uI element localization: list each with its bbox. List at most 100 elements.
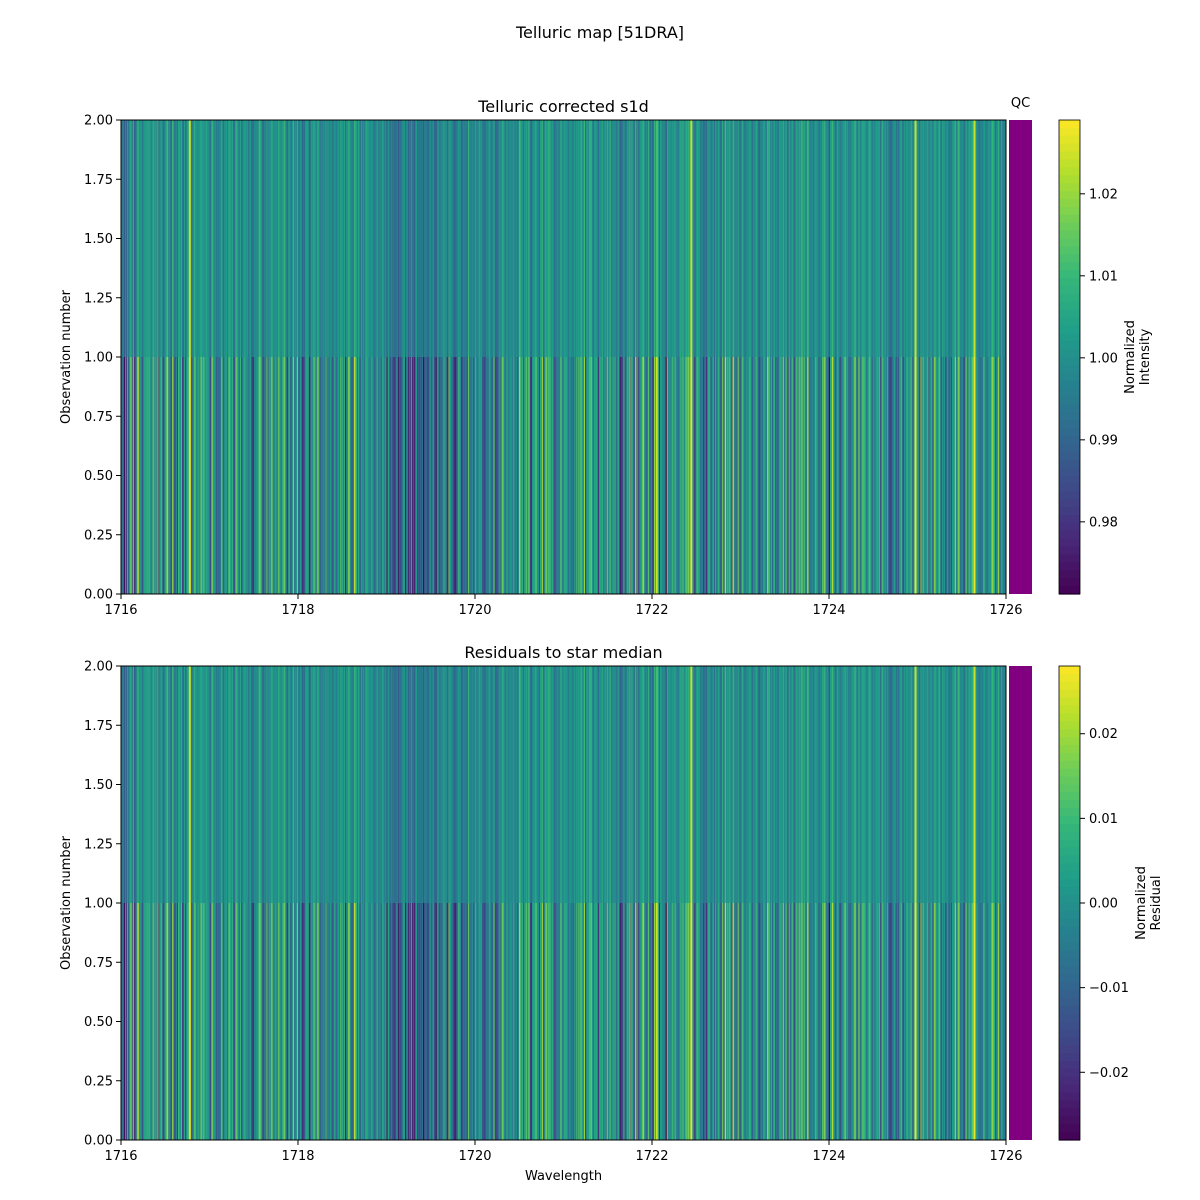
heatmap-cell (418, 666, 421, 903)
heatmap-cell (780, 120, 783, 357)
heatmap-cell (393, 666, 395, 903)
heatmap-cell (625, 903, 627, 1140)
heatmap-cell (694, 903, 696, 1140)
heatmap-cell (850, 357, 852, 594)
heatmap-cell (224, 666, 226, 903)
heatmap-cell (516, 357, 518, 594)
heatmap-cell (468, 120, 470, 357)
colorbar-tick-label: 1.02 (1089, 187, 1118, 202)
heatmap-cell (240, 903, 243, 1140)
heatmap-cell (134, 120, 137, 357)
heatmap-cell (596, 903, 599, 1140)
heatmap-cell (546, 120, 549, 357)
heatmap-cell (956, 357, 959, 594)
heatmap-cell (603, 666, 606, 903)
heatmap-cell (584, 666, 586, 903)
heatmap-cell (242, 666, 245, 903)
heatmap-cell (965, 666, 968, 903)
heatmap-cell (838, 666, 841, 903)
heatmap-cell (426, 903, 429, 1140)
heatmap-cell (493, 357, 496, 594)
colorbar-segment (1059, 428, 1080, 437)
heatmap-cell (636, 903, 638, 1140)
heatmap-cell (693, 357, 695, 594)
heatmap-cell (251, 120, 254, 357)
heatmap-cell (260, 666, 262, 903)
heatmap-cell (572, 120, 574, 357)
heatmap-cell (864, 903, 866, 1140)
heatmap-cell (613, 357, 615, 594)
heatmap-cell (929, 903, 931, 1140)
heatmap-cell (941, 903, 943, 1140)
heatmap-cell (658, 903, 661, 1140)
heatmap-cell (239, 903, 241, 1140)
heatmap-cell (376, 903, 378, 1140)
heatmap-cell (883, 357, 885, 594)
heatmap-cell (995, 120, 997, 357)
heatmap-cell (900, 666, 903, 903)
heatmap-cell (436, 666, 438, 903)
heatmap-cell (891, 903, 894, 1140)
heatmap-cell (603, 903, 606, 1140)
heatmap-cell (590, 903, 592, 1140)
heatmap-cell (807, 120, 809, 357)
heatmap-cell (496, 666, 498, 903)
heatmap-cell (458, 903, 460, 1140)
heatmap-cell (458, 357, 460, 594)
heatmap-cell (404, 903, 406, 1140)
heatmap-cell (267, 666, 269, 903)
heatmap-cell (848, 666, 850, 903)
heatmap-cell (578, 903, 580, 1140)
heatmap-cell (742, 357, 744, 594)
heatmap-cell (271, 666, 273, 903)
heatmap-cell (915, 120, 917, 357)
heatmap-cell (731, 903, 733, 1140)
heatmap-cell (986, 357, 988, 594)
heatmap-cell (335, 903, 337, 1140)
heatmap-cell (278, 666, 280, 903)
heatmap-cell (959, 903, 962, 1140)
heatmap-cell (546, 903, 549, 1140)
heatmap-cell (745, 357, 747, 594)
qc-label: QC (1011, 96, 1030, 111)
heatmap-cell (580, 666, 582, 903)
heatmap-cell (671, 666, 673, 903)
heatmap-cell (577, 903, 579, 1140)
heatmap-cell (739, 120, 741, 357)
heatmap-cell (989, 120, 991, 357)
heatmap-cell (207, 120, 209, 357)
heatmap-cell (865, 357, 867, 594)
heatmap-cell (824, 903, 826, 1140)
heatmap-cell (184, 903, 187, 1140)
heatmap-cell (550, 357, 553, 594)
heatmap-cell (287, 903, 289, 1140)
heatmap-cell (885, 666, 887, 903)
heatmap-cell (164, 120, 166, 357)
heatmap-cell (222, 120, 224, 357)
heatmap-cell (863, 357, 865, 594)
heatmap-cell (947, 357, 950, 594)
heatmap-cell (357, 903, 360, 1140)
heatmap-cell (226, 120, 228, 357)
heatmap-cell (997, 357, 999, 594)
heatmap-cell (284, 357, 286, 594)
heatmap-cell (417, 357, 420, 594)
heatmap-cell (198, 357, 201, 594)
heatmap-cell (333, 666, 335, 903)
heatmap-cell (349, 903, 351, 1140)
heatmap-cell (712, 903, 715, 1140)
heatmap-cell (709, 666, 711, 903)
heatmap-cell (970, 357, 972, 594)
heatmap-cell (239, 357, 242, 594)
heatmap-cell (121, 903, 123, 1140)
heatmap-cell (400, 903, 402, 1140)
heatmap-cell (802, 120, 804, 357)
heatmap-cell (382, 357, 384, 594)
heatmap-cell (232, 903, 234, 1140)
heatmap-cell (260, 120, 262, 357)
heatmap-cell (795, 666, 797, 903)
heatmap-cell (828, 357, 830, 594)
heatmap-cell (943, 120, 945, 357)
heatmap-cell (703, 120, 705, 357)
heatmap-cell (523, 666, 525, 903)
